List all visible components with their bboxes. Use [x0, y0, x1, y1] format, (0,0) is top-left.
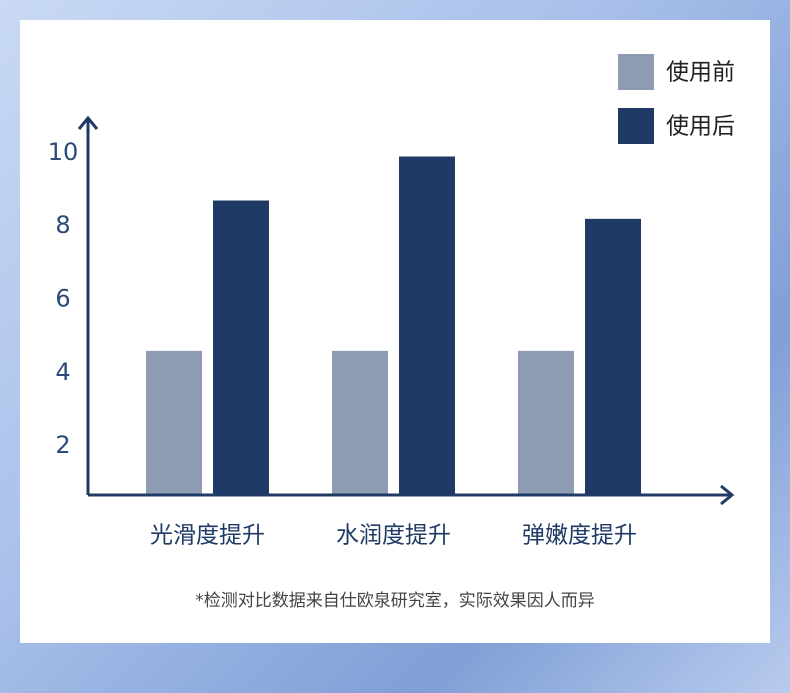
y-tick-label: 10 [48, 138, 79, 166]
legend-swatch [618, 108, 654, 144]
bar [332, 350, 388, 494]
legend-label: 使用后 [666, 114, 735, 140]
card [20, 20, 770, 643]
x-axis-arrow [720, 484, 735, 506]
y-axis-arrow [77, 115, 99, 130]
bar [518, 350, 574, 494]
bar [213, 200, 269, 494]
bar [585, 218, 641, 494]
y-tick-label: 2 [55, 431, 70, 459]
footnote: *检测对比数据来自仕欧泉研究室，实际效果因人而异 [195, 591, 595, 611]
y-tick-label: 4 [55, 358, 70, 386]
x-tick-label: 光滑度提升 [150, 523, 265, 549]
y-tick-label: 6 [55, 285, 70, 313]
x-tick-label: 弹嫩度提升 [522, 523, 637, 549]
legend-label: 使用前 [666, 60, 735, 86]
bar [399, 156, 455, 494]
x-tick-label: 水润度提升 [336, 523, 451, 549]
bar [146, 350, 202, 494]
y-tick-label: 8 [55, 211, 70, 239]
legend-swatch [618, 54, 654, 90]
